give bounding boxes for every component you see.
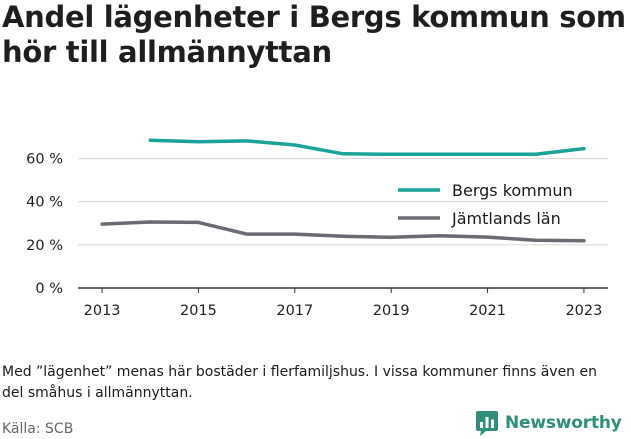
- y-tick-label: 40 %: [26, 195, 63, 211]
- legend-label: Bergs kommun: [452, 181, 573, 200]
- legend-label: Jämtlands län: [451, 209, 561, 228]
- bar-chart-logo-icon: [476, 410, 498, 436]
- y-tick-label: 60 %: [26, 152, 63, 168]
- x-tick-label: 2013: [84, 303, 121, 319]
- x-tick-label: 2017: [276, 303, 313, 319]
- x-tick-label: 2021: [469, 303, 506, 319]
- x-tick-label: 2019: [373, 303, 410, 319]
- y-tick-label: 0 %: [35, 281, 63, 297]
- legend: Bergs kommun Jämtlands län: [398, 181, 573, 228]
- y-tick-label: 20 %: [26, 238, 63, 254]
- brand-name: Newsworthy: [505, 413, 622, 433]
- brand-logo[interactable]: Newsworthy: [475, 408, 622, 438]
- series-lines: [100, 138, 586, 243]
- x-tick-label: 2015: [180, 303, 217, 319]
- chart-note: Med ”lägenhet” menas här bostäder i fler…: [2, 364, 597, 401]
- line-chart: 0 % 20 % 40 % 60 % 2013 2015 2017 2019 2021 2023…: [26, 138, 608, 319]
- chart-title: Andel lägenheter i Bergs kommun som hör …: [2, 0, 626, 69]
- x-axis-ticks: 2013 2015 2017 2019 2021 2023: [84, 288, 602, 319]
- series-line-1: [100, 220, 586, 243]
- x-tick-label: 2023: [565, 303, 602, 319]
- source-label: Källa: SCB: [2, 421, 74, 437]
- y-axis-ticks: 0 % 20 % 40 % 60 %: [26, 152, 63, 297]
- grid-lines: [78, 158, 608, 289]
- series-line-0: [148, 138, 586, 157]
